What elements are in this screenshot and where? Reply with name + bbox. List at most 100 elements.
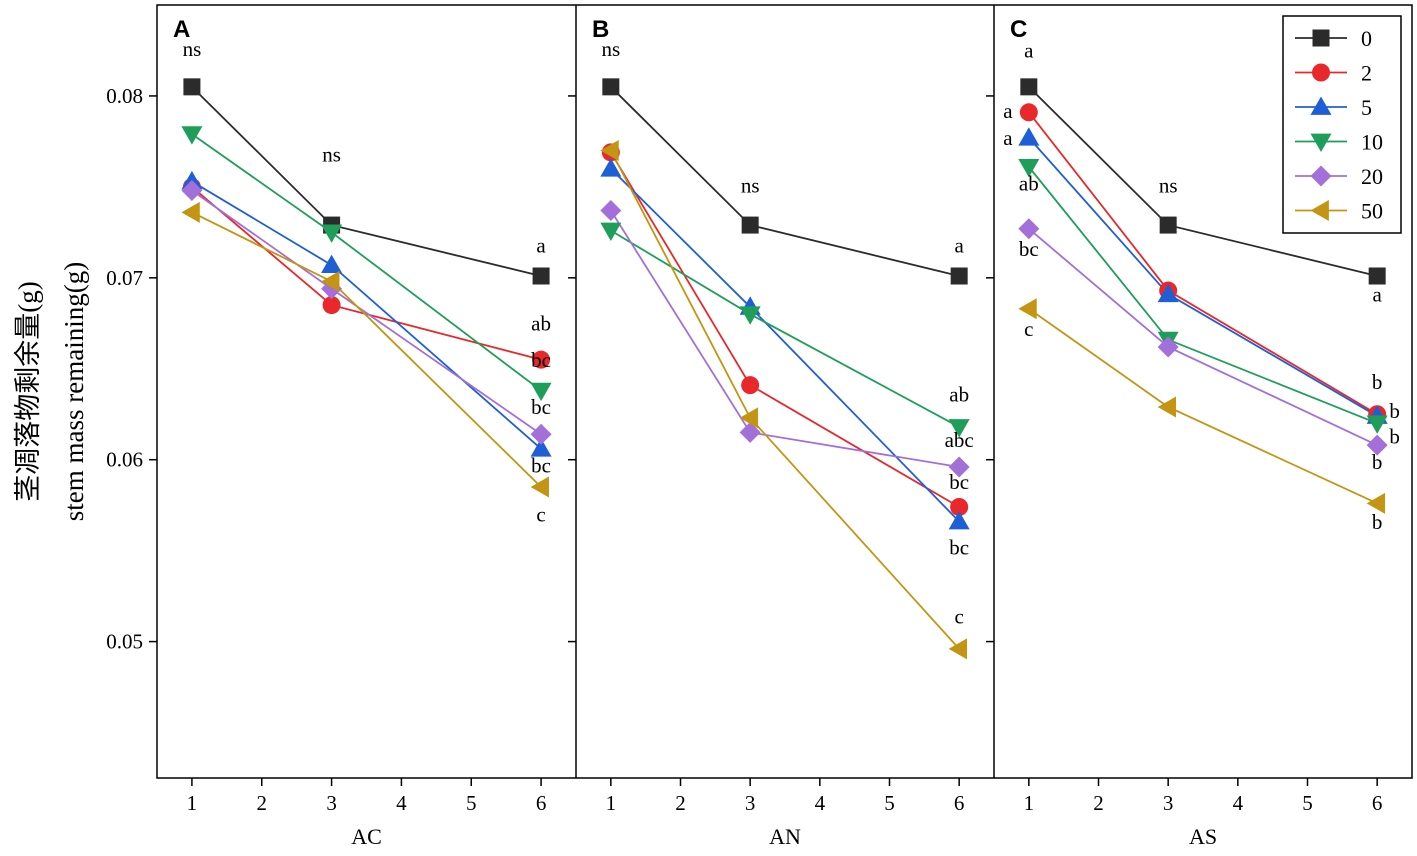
significance-label: a bbox=[1003, 126, 1013, 150]
data-point bbox=[532, 267, 550, 285]
data-point bbox=[1159, 216, 1177, 234]
significance-label: c bbox=[1024, 317, 1033, 341]
data-point bbox=[183, 78, 201, 96]
data-point bbox=[1018, 159, 1040, 178]
x-tick-label: 4 bbox=[396, 791, 407, 815]
significance-label: c bbox=[955, 604, 964, 628]
data-point bbox=[739, 407, 759, 429]
significance-label: abc bbox=[945, 428, 974, 452]
data-point bbox=[181, 126, 203, 145]
x-tick-label: 2 bbox=[675, 791, 686, 815]
x-tick-label: 6 bbox=[1372, 791, 1383, 815]
x-tick-label: 3 bbox=[745, 791, 756, 815]
significance-label: ns bbox=[601, 37, 620, 61]
significance-label: ns bbox=[183, 37, 202, 61]
legend-box bbox=[1282, 15, 1402, 234]
y-tick-label: 0.08 bbox=[106, 84, 143, 108]
legend: 0 2 5 10 20 50 bbox=[1282, 15, 1402, 234]
significance-label: bc bbox=[531, 348, 551, 372]
data-point bbox=[1157, 336, 1179, 358]
legend-marker bbox=[1312, 63, 1330, 82]
data-point bbox=[530, 423, 552, 445]
data-point bbox=[948, 638, 968, 660]
data-point bbox=[1157, 283, 1179, 303]
legend-label: 50 bbox=[1361, 199, 1383, 224]
significance-label: bc bbox=[531, 395, 551, 419]
x-tick-label: 5 bbox=[884, 791, 895, 815]
panel-letter: B bbox=[592, 16, 609, 43]
data-point bbox=[600, 158, 622, 177]
series-line-50 bbox=[191, 211, 542, 488]
x-tick-label: 5 bbox=[466, 791, 477, 815]
y-axis-title-en-group: stem mass remaining(g) bbox=[59, 262, 89, 521]
y-tick-label: 0.05 bbox=[106, 630, 143, 654]
x-axis-title: AC bbox=[351, 824, 382, 849]
significance-label: a bbox=[955, 233, 965, 257]
x-tick-label: 1 bbox=[187, 791, 198, 815]
y-axis-title-en: stem mass remaining(g) bbox=[59, 262, 89, 521]
data-point bbox=[739, 306, 761, 325]
data-point bbox=[950, 267, 968, 285]
panel-a: 1 2 3 4 5 6 AC Ans ns a ab bc bc bc c bbox=[173, 16, 552, 849]
data-point bbox=[321, 254, 343, 273]
series-line-20 bbox=[1028, 228, 1378, 446]
significance-label: b bbox=[1372, 510, 1383, 534]
panel-letter: A bbox=[173, 16, 190, 43]
significance-label: ns bbox=[322, 142, 341, 166]
x-tick-label: 3 bbox=[1163, 791, 1174, 815]
data-point bbox=[530, 476, 549, 498]
y-axis-title-cn-group: 茎凋落物剩余量(g) bbox=[13, 281, 43, 501]
legend-label: 2 bbox=[1361, 61, 1372, 86]
significance-label: bc bbox=[1019, 237, 1039, 261]
x-tick-label: 3 bbox=[326, 791, 337, 815]
data-point bbox=[1018, 298, 1037, 320]
series-line-0 bbox=[610, 86, 960, 277]
data-point bbox=[1366, 415, 1388, 434]
y-axis-title-cn: 茎凋落物剩余量(g) bbox=[13, 281, 43, 501]
data-point bbox=[322, 296, 341, 315]
data-point bbox=[1018, 127, 1040, 146]
x-axis-title: AS bbox=[1189, 824, 1217, 849]
x-axis-title: AN bbox=[769, 824, 801, 849]
significance-label: a bbox=[1003, 99, 1013, 123]
significance-label: b bbox=[1389, 424, 1400, 448]
plot-frame bbox=[156, 4, 1413, 779]
data-point bbox=[530, 382, 552, 402]
x-tick-label: 2 bbox=[257, 791, 268, 815]
legend-label: 20 bbox=[1361, 164, 1383, 189]
data-point bbox=[532, 350, 551, 369]
x-tick-label: 6 bbox=[954, 791, 965, 815]
data-point bbox=[741, 376, 760, 395]
significance-label: b bbox=[1389, 399, 1400, 423]
panel-b: 1 2 3 4 5 6 AN Bns ns a ab abc bc bc c bbox=[592, 16, 974, 849]
significance-label: ab bbox=[1019, 172, 1039, 196]
data-point bbox=[321, 224, 343, 243]
data-point bbox=[1018, 218, 1040, 240]
series-line-2 bbox=[610, 151, 960, 508]
panel-letter: C bbox=[1010, 16, 1027, 43]
data-point bbox=[948, 511, 970, 530]
significance-label: a bbox=[1024, 39, 1034, 63]
series-line-50 bbox=[1028, 308, 1378, 505]
series-line-10 bbox=[610, 229, 960, 428]
data-point bbox=[600, 200, 622, 222]
significance-label: bc bbox=[531, 453, 551, 477]
y-tick-label: 0.07 bbox=[106, 266, 143, 290]
data-point bbox=[1020, 78, 1038, 96]
legend-marker bbox=[1310, 165, 1332, 187]
significance-label: a bbox=[536, 233, 546, 257]
data-point bbox=[602, 78, 620, 96]
x-tick-label: 1 bbox=[1024, 791, 1035, 815]
legend-label: 5 bbox=[1361, 95, 1372, 120]
data-point bbox=[739, 421, 761, 443]
data-point bbox=[1368, 267, 1386, 285]
significance-label: ab bbox=[949, 383, 969, 407]
legend-marker bbox=[1310, 133, 1332, 152]
x-tick-label: 5 bbox=[1302, 791, 1313, 815]
significance-label: ns bbox=[1159, 173, 1178, 197]
x-tick-label: 4 bbox=[815, 791, 826, 815]
series-line-20 bbox=[191, 189, 542, 435]
data-point bbox=[1019, 103, 1038, 122]
y-tick-label: 0.06 bbox=[106, 448, 143, 472]
data-point bbox=[741, 216, 759, 234]
